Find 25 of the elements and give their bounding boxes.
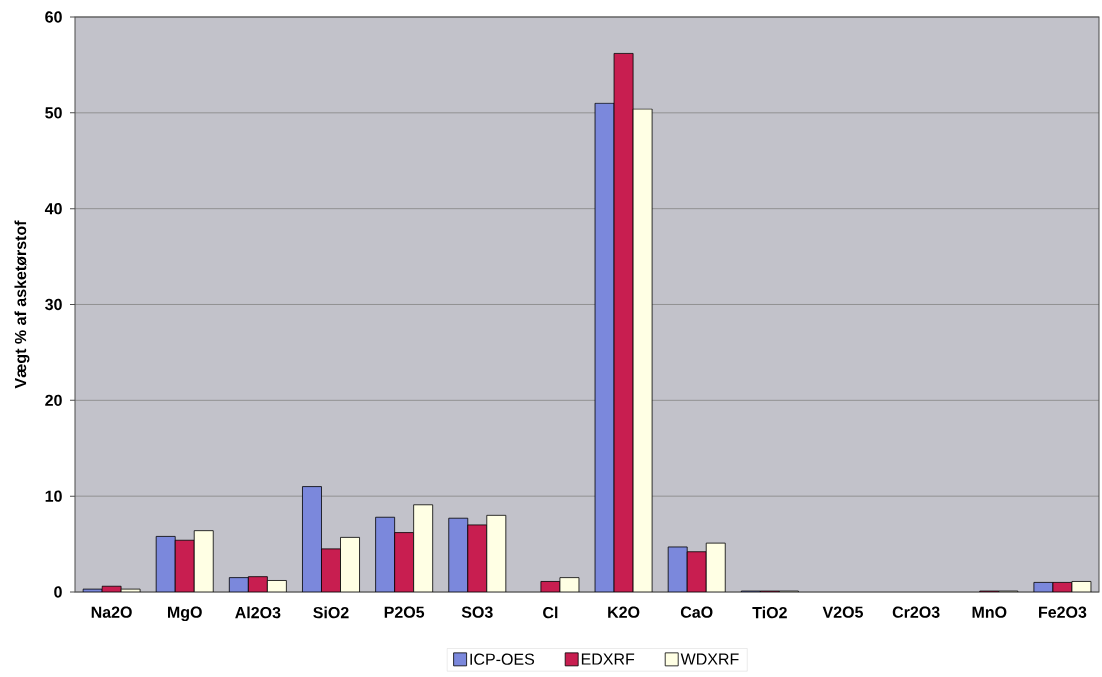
x-tick-label: Fe2O3	[1039, 606, 1087, 618]
legend-label: WDXRF	[680, 653, 739, 665]
y-tick-label: 50	[45, 107, 62, 119]
x-tick-label: P2O5	[384, 606, 425, 618]
x-tick-label: K2O	[608, 606, 640, 618]
x-tick-label: Cr2O3	[892, 606, 940, 618]
y-tick-label: 20	[45, 394, 62, 406]
x-tick-label: TiO2	[752, 606, 787, 619]
x-tick-label: CaO	[680, 606, 713, 618]
x-tick-label: Cl	[543, 606, 558, 619]
y-tick-label: 40	[44, 203, 62, 215]
y-tick-label: 60	[45, 11, 62, 23]
y-axis-title: Vægt % af asketørstof	[14, 220, 30, 389]
x-tick-label: Al2O3	[235, 606, 281, 619]
y-tick-label: 10	[45, 490, 62, 502]
x-tick-label: SiO2	[313, 606, 349, 619]
y-tick-label: 30	[45, 298, 62, 311]
x-tick-label: Na2O	[91, 606, 132, 618]
x-tick-label: SO3	[461, 606, 493, 618]
legend-label: EDXRF	[581, 653, 635, 665]
y-tick-label: 0	[54, 586, 62, 598]
x-tick-label: MnO	[972, 606, 1007, 618]
x-tick-label: MgO	[168, 606, 202, 622]
legend-label: ICP-OES	[470, 653, 535, 665]
x-tick-label: V2O5	[822, 606, 864, 618]
